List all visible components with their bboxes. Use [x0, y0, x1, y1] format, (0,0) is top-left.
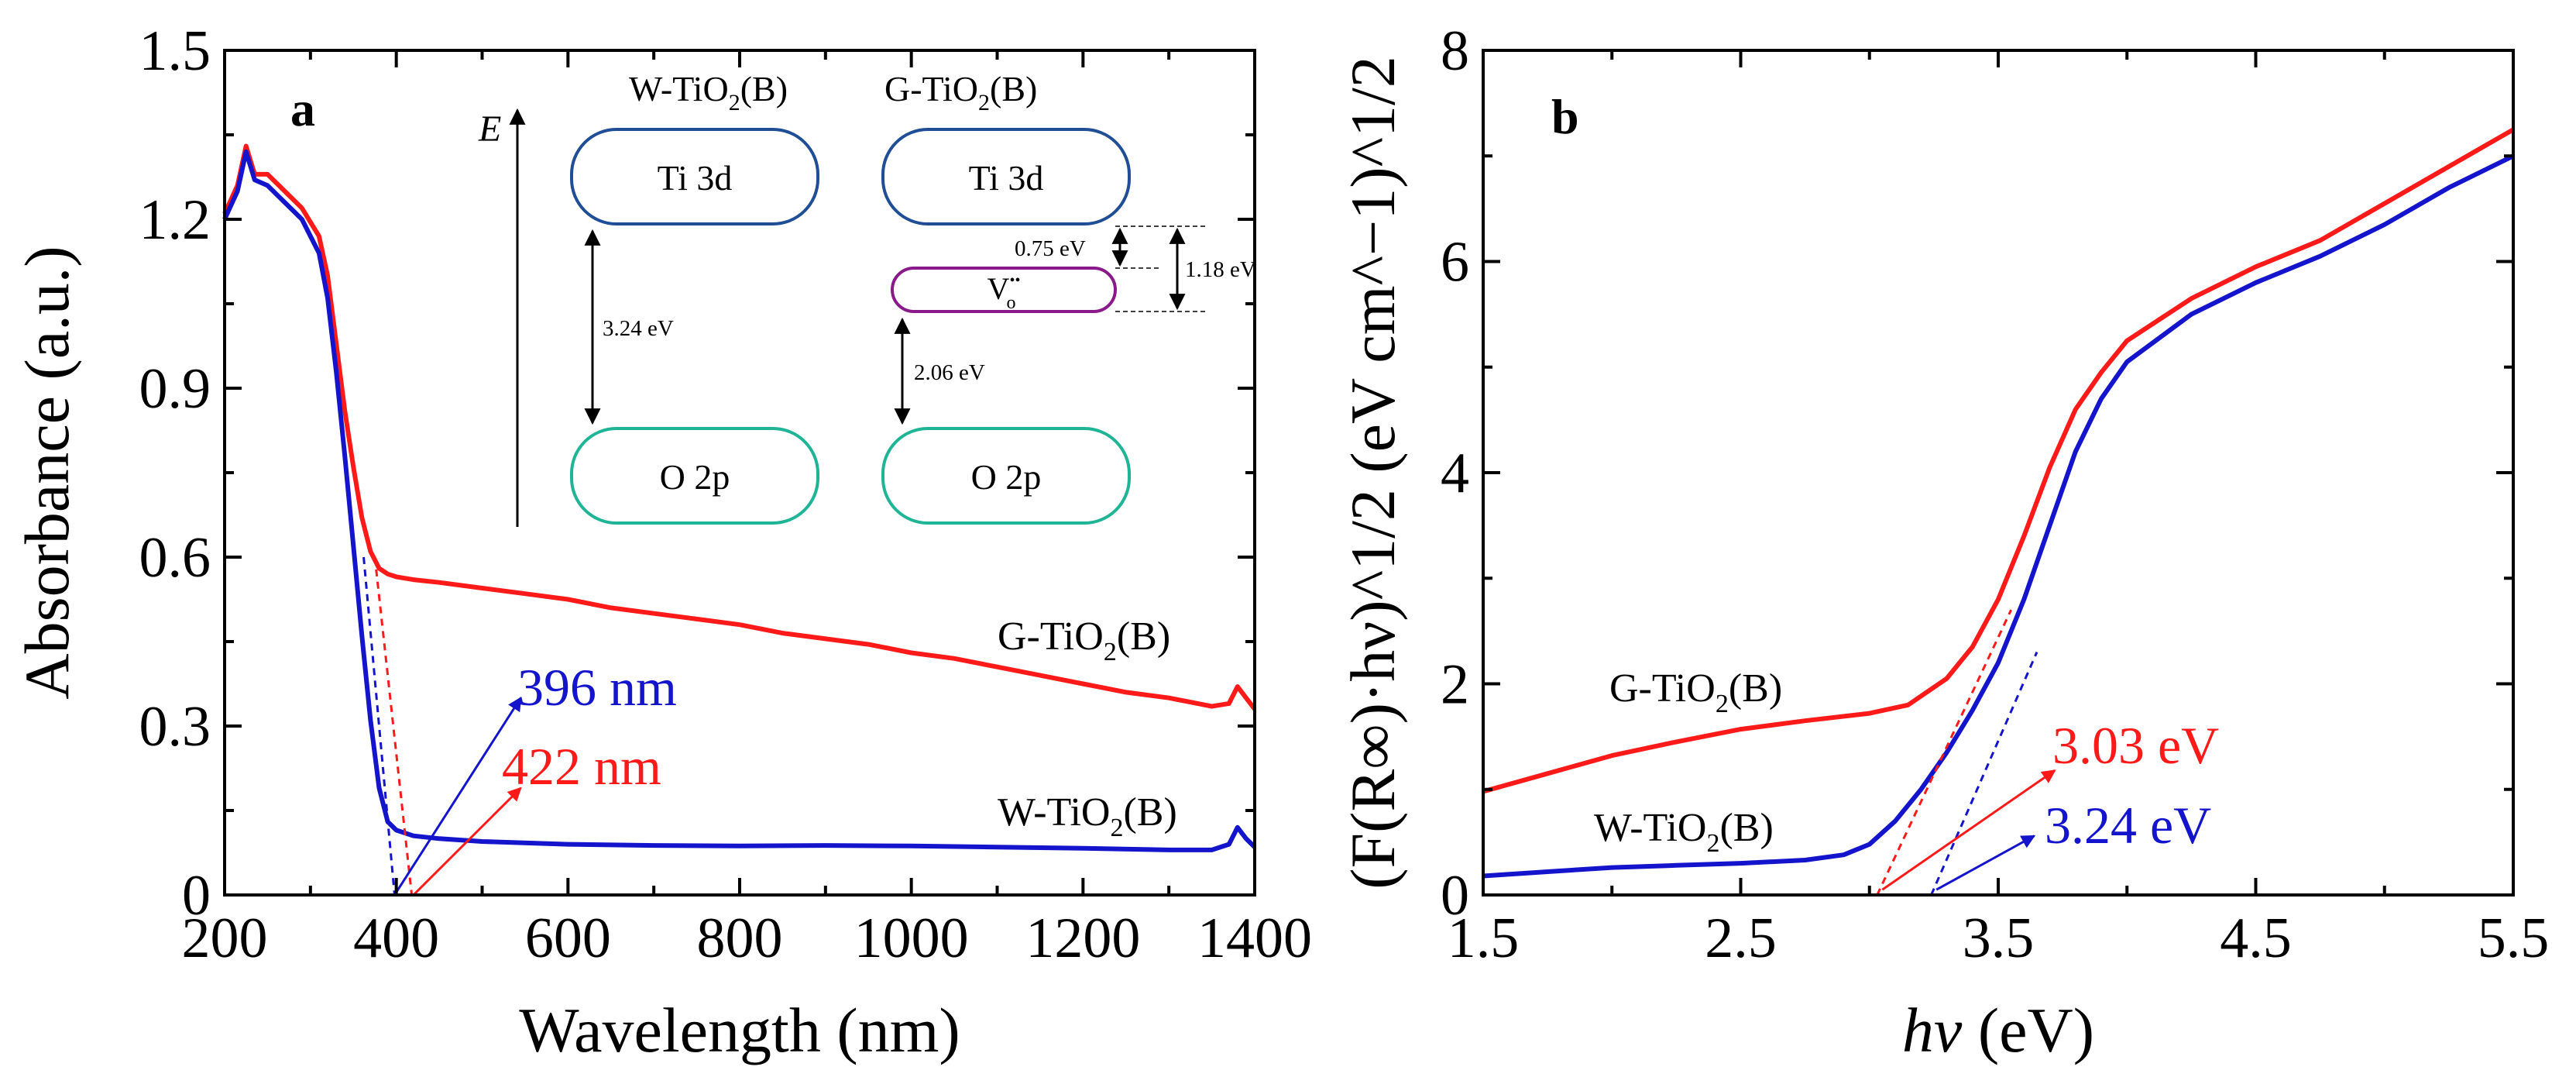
- panel-b-x-tick-label: 3.5: [1963, 907, 2035, 970]
- panel-a-x-tick-label: 800: [697, 907, 783, 970]
- gap-label-w: 3.24 eV: [603, 316, 674, 341]
- inset-title-g: G-TiO2(B): [884, 69, 1037, 115]
- panel-a-y-axis-label: Absorbance (a.u.): [12, 246, 82, 699]
- panel-a-y-tick-label: 0.9: [139, 357, 211, 421]
- panel-a-series-g-line: [222, 143, 1257, 711]
- panel-a-ticks: 200 400 600 800 1000 1200 1400 0 0.3 0.6 0.9 1.2 1.5: [139, 19, 1313, 970]
- panel-b-x-tick-label: 5.5: [2478, 907, 2550, 970]
- panel-a-fit-w: [362, 556, 396, 896]
- panel-a-y-tick-label: 0: [182, 864, 211, 928]
- panel-a-annotation-396: 396 nm: [517, 658, 677, 717]
- panel-a-x-axis-label: Wavelength (nm): [519, 995, 960, 1065]
- o2p-box-g: [881, 427, 1131, 525]
- vo-label: V•• o: [987, 271, 1021, 313]
- panel-a-y-tick-label: 0.6: [139, 526, 211, 590]
- panel-a-fit-g: [373, 556, 414, 896]
- o2p-label-g: O 2p: [971, 457, 1042, 497]
- panel-b-annotation-324: 3.24 eV: [2045, 796, 2211, 855]
- panel-b-x-tick-label: 4.5: [2220, 907, 2292, 970]
- ti3d-box-w: [570, 128, 819, 225]
- gap-label-g-upper: 0.75 eV: [1015, 236, 1086, 261]
- panel-a-x-tick-label: 1200: [1025, 907, 1140, 970]
- panel-a-annotation-arrow-0: [393, 697, 522, 896]
- panel-b-x-tick-label: 1.5: [1448, 907, 1520, 970]
- panel-a-annotation-arrow-1: [412, 786, 522, 897]
- panel-b-x-tick-label: 2.5: [1705, 907, 1777, 970]
- panel-b-fit-g: [1876, 609, 2012, 896]
- gap-label-g-lower: 2.06 eV: [914, 360, 985, 385]
- panel-a-y-tick-label: 0.3: [139, 695, 211, 759]
- panel-a-label-w: W-TiO2(B): [998, 790, 1177, 842]
- panel-a-x-tick-label: 400: [353, 907, 439, 970]
- panel-b-annotation-arrow-0: [1881, 769, 2056, 891]
- panel-a-frame: [223, 49, 1256, 897]
- panel-b-frame: [1482, 49, 2515, 897]
- panel-a-series-w-line: [222, 149, 1257, 852]
- vo-box: [891, 267, 1117, 313]
- panel-b-y-tick-label: 4: [1441, 442, 1469, 505]
- panel-a-x-tick-label: 600: [525, 907, 611, 970]
- panel-a-letter: a: [290, 81, 315, 136]
- o2p-box-w: [570, 427, 819, 525]
- energy-axis-label: E: [478, 108, 501, 150]
- panel-b-label-g: G-TiO2(B): [1609, 666, 1782, 718]
- panel-b-y-tick-label: 0: [1441, 864, 1469, 928]
- panel-b-y-tick-label: 8: [1441, 19, 1469, 83]
- band-diagram-inset: E W-TiO2(B) G-TiO2(B) Ti 3d O 2p 3.24 eV…: [478, 69, 1256, 527]
- panel-b-y-tick-label: 6: [1441, 231, 1469, 294]
- panel-a-plot: [222, 143, 1257, 897]
- panel-b-series-w-line: [1482, 153, 2515, 879]
- panel-b-label-w: W-TiO2(B): [1594, 806, 1774, 858]
- panel-b-y-tick-label: 2: [1441, 653, 1469, 717]
- panel-b-ticks: 1.5 2.5 3.5 4.5 5.5 0 2 4 6 8: [1441, 19, 2549, 970]
- panel-b-series-g-line: [1482, 127, 2515, 794]
- ti3d-label-g: Ti 3d: [969, 158, 1044, 198]
- panel-a: 200 400 600 800 1000 1200 1400 0 0.3 0.6 0.9 1.2 1.5…: [12, 19, 1312, 1065]
- panel-b-annotation-303: 3.03 eV: [2052, 716, 2219, 775]
- ti3d-label-w: Ti 3d: [658, 158, 733, 198]
- panel-a-x-tick-label: 1400: [1197, 907, 1312, 970]
- panel-a-y-tick-label: 1.2: [139, 188, 211, 252]
- o2p-label-w: O 2p: [660, 457, 730, 497]
- gap-label-g-total: 1.18 eV: [1185, 257, 1256, 282]
- ti3d-box-g: [881, 128, 1131, 225]
- panel-a-x-tick-label: 1000: [854, 907, 969, 970]
- panel-b-plot: [1482, 127, 2515, 896]
- panel-a-y-tick-label: 1.5: [139, 19, 211, 83]
- panel-b: 1.5 2.5 3.5 4.5 5.5 0 2 4 6 8 b hν (eV) (F(R∞)·hν…: [1338, 19, 2549, 1065]
- panel-b-annotation-arrow-1: [1935, 835, 2036, 891]
- panel-b-y-axis-label: (F(R∞)·hν)^1/2 (eV cm^−1)^1/2: [1338, 56, 1408, 890]
- panel-a-x-tick-label: 200: [182, 907, 268, 970]
- panel-a-label-g: G-TiO2(B): [998, 614, 1170, 666]
- panel-b-fit-w: [1930, 652, 2038, 896]
- panel-a-annotation-422: 422 nm: [502, 737, 661, 796]
- inset-title-w: W-TiO2(B): [629, 69, 788, 115]
- panel-b-x-axis-label: hν (eV): [1902, 995, 2094, 1065]
- panel-b-letter: b: [1551, 89, 1579, 144]
